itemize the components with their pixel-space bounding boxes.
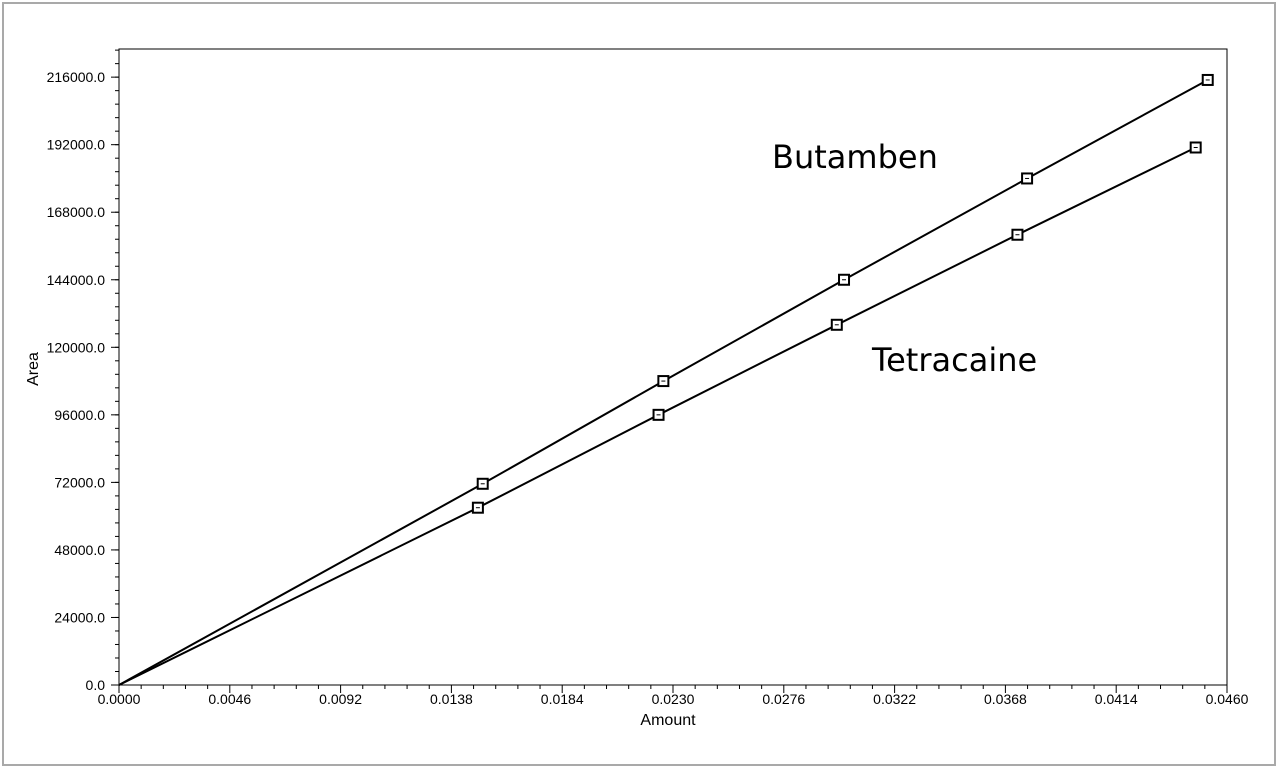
series-label-tetracaine: Tetracaine <box>871 341 1037 379</box>
x-tick-label: 0.0414 <box>1095 691 1138 707</box>
series-line-butamben <box>118 79 1209 686</box>
x-tick-label: 0.0000 <box>98 691 141 707</box>
y-tick-label: 0.0 <box>86 677 106 693</box>
x-tick-label: 0.0276 <box>762 691 805 707</box>
y-tick-label: 144000.0 <box>47 272 106 288</box>
y-tick-label: 24000.0 <box>54 609 105 625</box>
x-axis-ticks: 0.0000 0.0046 0.0092 0.0138 0.0184 0.0230 0.02… <box>98 685 1249 707</box>
series-line-tetracaine <box>118 146 1197 686</box>
series-label-butamben: Butamben <box>772 138 938 176</box>
x-tick-label: 0.0460 <box>1206 691 1249 707</box>
x-tick-label: 0.0230 <box>652 691 695 707</box>
series-points <box>471 73 1214 514</box>
y-tick-label: 192000.0 <box>47 137 106 153</box>
y-axis-title: Area <box>25 352 42 386</box>
y-tick-label: 168000.0 <box>47 204 106 220</box>
y-tick-label: 216000.0 <box>47 69 106 85</box>
plot-area-border <box>118 48 1228 686</box>
x-tick-label: 0.0368 <box>984 691 1027 707</box>
y-tick-label: 96000.0 <box>54 407 105 423</box>
series-lines <box>118 79 1209 686</box>
y-tick-label: 120000.0 <box>47 339 106 355</box>
x-tick-label: 0.0184 <box>541 691 584 707</box>
y-tick-label: 48000.0 <box>54 542 105 558</box>
minor-tick-marks <box>115 49 1206 689</box>
x-tick-label: 0.0138 <box>430 691 473 707</box>
x-tick-label: 0.0092 <box>319 691 362 707</box>
x-axis-title: Amount <box>640 712 696 729</box>
x-tick-label: 0.0322 <box>873 691 916 707</box>
x-tick-label: 0.0046 <box>208 691 251 707</box>
y-tick-label: 72000.0 <box>54 474 105 490</box>
y-axis-ticks: 0.0 24000.0 48000.0 72000.0 96000.0 120000.0 1… <box>47 69 119 693</box>
